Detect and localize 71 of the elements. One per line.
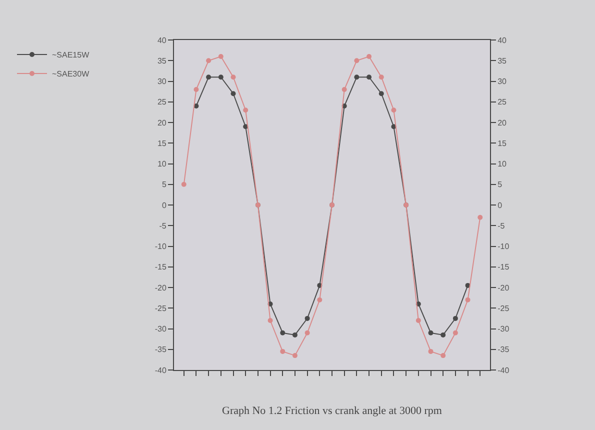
point [478,214,483,220]
y-tick-label: 25 [157,98,167,107]
point [354,58,360,64]
y2-tick-label: -5 [498,221,506,230]
point [218,54,224,59]
y2-tick-label: 30 [498,77,508,86]
point [206,58,212,64]
point [452,316,458,321]
y2-tick-label: 10 [498,160,508,169]
y-tick-label: 40 [157,36,167,45]
y2-tick-label: 25 [498,98,508,107]
point [440,332,446,338]
point [391,108,396,113]
point [428,330,434,336]
point [243,108,248,113]
y2-tick-label: 40 [498,36,508,45]
point [206,74,212,80]
point [304,316,310,321]
y-tick-label: 35 [157,56,167,66]
point [218,74,224,80]
point [378,74,384,80]
point [317,297,322,302]
y-tick-label: -40 [154,366,167,375]
point [230,91,236,96]
point [366,54,372,59]
y-tick-label: -20 [154,283,167,292]
point [268,318,273,323]
y-tick-label: 30 [157,77,167,86]
y2-tick-label: -30 [498,324,510,334]
point [378,91,384,96]
y-tick-label: 5 [162,180,167,190]
point [181,182,186,187]
legend-label: ~SAE30W [52,70,90,79]
y-tick-label: -30 [154,324,167,334]
point [366,74,372,80]
point [304,330,310,336]
y2-tick-label: 0 [498,200,503,210]
point [416,318,421,323]
y-tick-label: 10 [157,160,167,169]
point [440,353,446,358]
y-tick-label: -10 [154,242,167,252]
y-tick-label: 0 [162,200,167,210]
text: Graph No 1.2 Friction vs crank angle at 3000 rpm [222,405,442,417]
y-tick-label: -35 [154,345,167,354]
point [342,87,347,92]
point [292,332,298,338]
y2-tick-label: -40 [498,366,510,375]
y2-tick-label: -15 [498,262,510,272]
point [452,330,458,336]
y2-tick-label: 20 [498,118,508,128]
y2-tick-label: -35 [498,345,510,354]
point [280,330,286,336]
y-tick-label: -5 [159,221,167,230]
y-tick-label: 15 [157,138,167,148]
y2-tick-label: 35 [498,56,508,66]
point [280,348,286,354]
y-tick-label: -25 [154,304,167,313]
y2-tick-label: -20 [498,283,510,292]
y2-tick-label: 15 [498,138,508,148]
point [194,87,199,92]
y-tick-label: 20 [157,118,167,128]
point [465,297,470,302]
point [428,348,434,354]
y2-tick-label: -25 [498,304,510,313]
y2-tick-label: 5 [498,180,503,190]
y2-tick-label: -10 [498,242,510,252]
legend-label: ~SAE15W [52,50,90,60]
y-tick-label: -15 [154,262,167,272]
point [230,74,236,80]
point [292,353,298,358]
point [354,74,360,80]
